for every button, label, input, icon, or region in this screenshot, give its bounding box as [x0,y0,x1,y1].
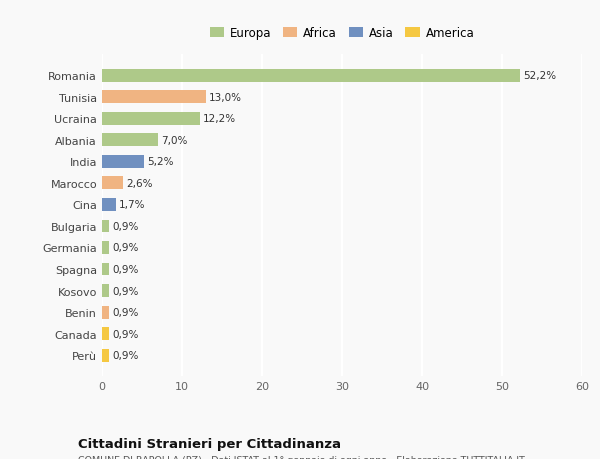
Text: 12,2%: 12,2% [203,114,236,124]
Text: 0,9%: 0,9% [112,286,139,296]
Text: 0,9%: 0,9% [112,243,139,253]
Bar [102,263,109,276]
Bar [102,199,116,212]
Bar [102,220,109,233]
Text: Cittadini Stranieri per Cittadinanza: Cittadini Stranieri per Cittadinanza [78,437,341,450]
Text: 0,9%: 0,9% [112,264,139,274]
Text: 0,9%: 0,9% [112,222,139,231]
Text: 5,2%: 5,2% [147,157,173,167]
Bar [102,177,123,190]
Text: 13,0%: 13,0% [209,93,242,103]
Bar [102,156,143,168]
Text: 2,6%: 2,6% [126,179,152,189]
Legend: Europa, Africa, Asia, America: Europa, Africa, Asia, America [205,22,479,45]
Bar [102,112,200,125]
Bar [102,306,109,319]
Bar [102,327,109,340]
Bar [102,285,109,297]
Text: 0,9%: 0,9% [112,329,139,339]
Text: 52,2%: 52,2% [523,71,556,81]
Bar [102,349,109,362]
Text: 7,0%: 7,0% [161,135,188,146]
Text: 1,7%: 1,7% [119,200,145,210]
Bar [102,241,109,254]
Text: 0,9%: 0,9% [112,350,139,360]
Text: COMUNE DI RAPOLLA (PZ) - Dati ISTAT al 1° gennaio di ogni anno - Elaborazione TU: COMUNE DI RAPOLLA (PZ) - Dati ISTAT al 1… [78,454,525,459]
Bar [102,91,206,104]
Bar [102,70,520,83]
Text: 0,9%: 0,9% [112,308,139,317]
Bar [102,134,158,147]
